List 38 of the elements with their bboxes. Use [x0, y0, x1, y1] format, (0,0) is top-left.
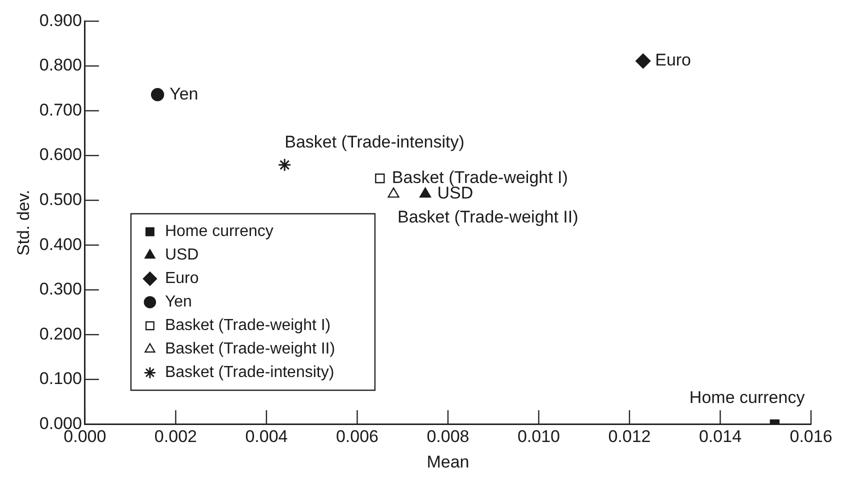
y-tick-label: 0.200 — [39, 324, 82, 344]
y-tick-label: 0.500 — [39, 190, 82, 209]
y-tick-label: 0.400 — [39, 234, 82, 254]
x-tick-label: 0.008 — [426, 427, 470, 446]
text: Basket (Trade-weight II) — [398, 208, 578, 227]
point — [388, 187, 400, 198]
text: Basket (Trade-weight I) — [392, 168, 568, 188]
x-tick-label: 0.012 — [608, 427, 651, 446]
point — [636, 53, 651, 69]
point — [150, 88, 164, 102]
x-tick-label: 0.002 — [154, 427, 197, 446]
y-tick-label: 0.300 — [39, 280, 82, 299]
x-tick-label: 0.004 — [245, 427, 288, 446]
y-tick-label: 0.800 — [39, 56, 82, 75]
y-tick-label: 0.700 — [39, 100, 82, 120]
text: Euro — [655, 50, 692, 70]
x-tick-label: 0.014 — [698, 427, 742, 446]
point — [419, 187, 432, 198]
y-tick-label: 0.900 — [39, 10, 82, 30]
legend-label: Yen — [164, 294, 192, 311]
text: Basket (Trade-intensity) — [284, 132, 464, 152]
legend-label: Basket (Trade-weight II) — [164, 340, 336, 358]
text: Yen — [170, 84, 198, 104]
x-tick-label: 0.006 — [336, 427, 378, 446]
legend-label: USD — [164, 246, 199, 264]
x-tick-label: 0.016 — [790, 427, 832, 446]
point — [375, 174, 385, 184]
legend-label: Home currency — [164, 223, 274, 240]
x-tick-label: 0.010 — [517, 427, 560, 446]
legend-label: Basket (Trade-weight I) — [164, 317, 331, 334]
legend-label: Euro — [164, 270, 199, 288]
y-tick-label: 0.600 — [39, 145, 82, 164]
y-tick-label: 0.100 — [39, 369, 82, 388]
legend-label: Basket (Trade-intensity) — [164, 364, 334, 382]
text: Home currency — [689, 388, 805, 407]
point — [278, 158, 292, 172]
x-axis-title: Mean — [426, 452, 470, 472]
y-axis-title: Std. dev. — [14, 190, 33, 256]
